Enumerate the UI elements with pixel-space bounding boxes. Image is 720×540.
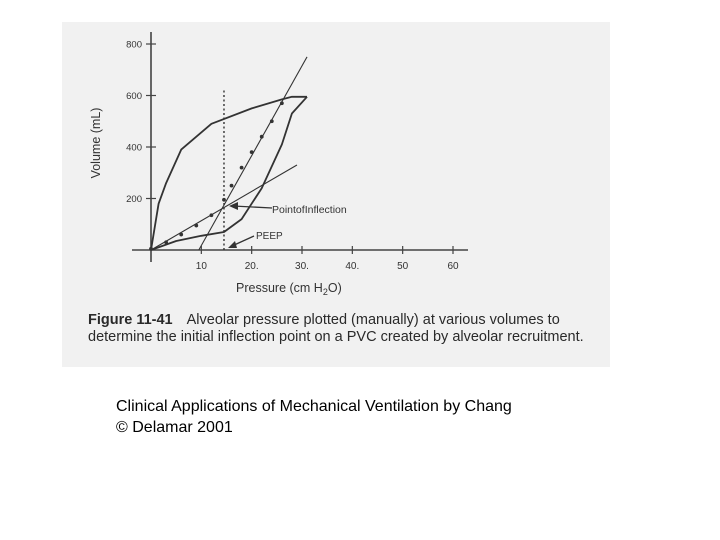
figure-number: Figure 11-41	[88, 312, 173, 328]
y-axis-label: Volume (mL)	[89, 108, 103, 179]
plotted-point	[194, 223, 199, 228]
annotation-peep: PEEP	[228, 231, 283, 248]
plotted-point	[269, 119, 274, 124]
chart-axes	[132, 32, 468, 262]
peep-label: PEEP	[256, 231, 283, 242]
x-tick-label: 50	[397, 261, 409, 272]
chart-curves	[150, 95, 308, 251]
x-axis-label: Pressure (cm H2O)	[236, 281, 342, 297]
pressure-volume-chart: 10 20. 30. 40. 50 60 200 400 600 800 Pressure (cm…	[89, 32, 468, 297]
expiratory-limb-curve	[150, 96, 308, 251]
x-tick-label: 10	[196, 261, 208, 272]
plotted-point	[279, 101, 284, 106]
plotted-point	[164, 240, 169, 245]
y-tick-label: 600	[126, 91, 142, 102]
reference-lines	[150, 56, 308, 251]
y-tick-label: 200	[126, 194, 142, 205]
peep-arrowhead	[228, 241, 237, 248]
x-tick-label: 40.	[345, 261, 359, 272]
plotted-point	[222, 197, 226, 202]
plotted-point	[249, 150, 254, 155]
x-tick-label: 60	[447, 261, 459, 272]
plotted-point	[229, 183, 234, 188]
data-points	[149, 101, 284, 251]
plotted-point	[179, 232, 184, 237]
x-tick-label: 20.	[245, 261, 259, 272]
figure-caption-text: Alveolar pressure plotted (manually) at …	[88, 312, 584, 345]
inflection-label: PointofInflection	[272, 204, 347, 216]
plotted-point	[259, 134, 264, 139]
plotted-point	[209, 213, 214, 218]
plotted-point	[239, 165, 244, 170]
credit-copyright: © Delamar 2001	[116, 419, 233, 436]
inflection-arrowhead	[229, 202, 238, 210]
plotted-point	[149, 246, 153, 251]
x-tick-label: 30.	[295, 261, 309, 272]
y-tick-label: 800	[126, 40, 142, 51]
source-credit: Clinical Applications of Mechanical Vent…	[116, 396, 512, 438]
axis-ticks: 10 20. 30. 40. 50 60 200 400 600 800	[126, 40, 459, 273]
credit-title: Clinical Applications of Mechanical Vent…	[116, 398, 512, 415]
inspiratory-limb-curve	[150, 95, 307, 251]
inflection-arrow	[232, 205, 273, 209]
scanned-figure-background	[62, 22, 610, 367]
annotation-inflection: PointofInflection	[229, 202, 347, 216]
figure-caption: Figure 11-41 Alveolar pressure plotted (m…	[88, 312, 608, 346]
y-tick-label: 400	[126, 143, 142, 154]
